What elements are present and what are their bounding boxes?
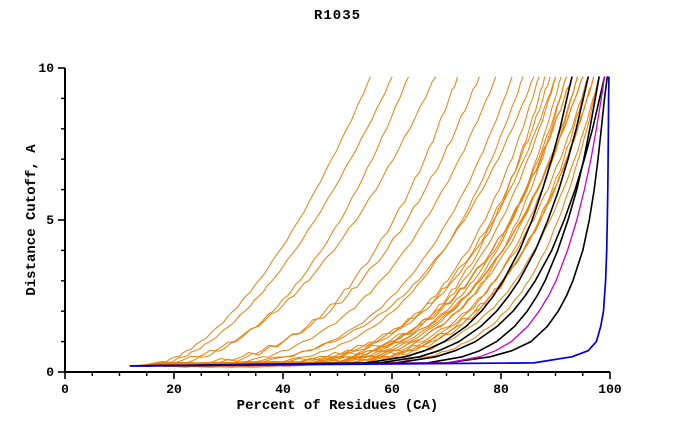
y-axis-label: Distance Cutoff, A <box>24 144 40 296</box>
y-tick-label: 0 <box>46 365 54 380</box>
x-tick-label: 0 <box>61 382 69 397</box>
x-tick-label: 40 <box>275 382 291 397</box>
x-tick-label: 60 <box>384 382 400 397</box>
y-tick-label: 10 <box>38 61 54 76</box>
chart-title: R1035 <box>313 8 361 24</box>
x-axis-label: Percent of Residues (CA) <box>236 398 439 414</box>
x-tick-label: 20 <box>166 382 182 397</box>
y-tick-label: 5 <box>46 213 54 228</box>
x-tick-label: 100 <box>598 382 622 397</box>
x-tick-label: 80 <box>493 382 509 397</box>
